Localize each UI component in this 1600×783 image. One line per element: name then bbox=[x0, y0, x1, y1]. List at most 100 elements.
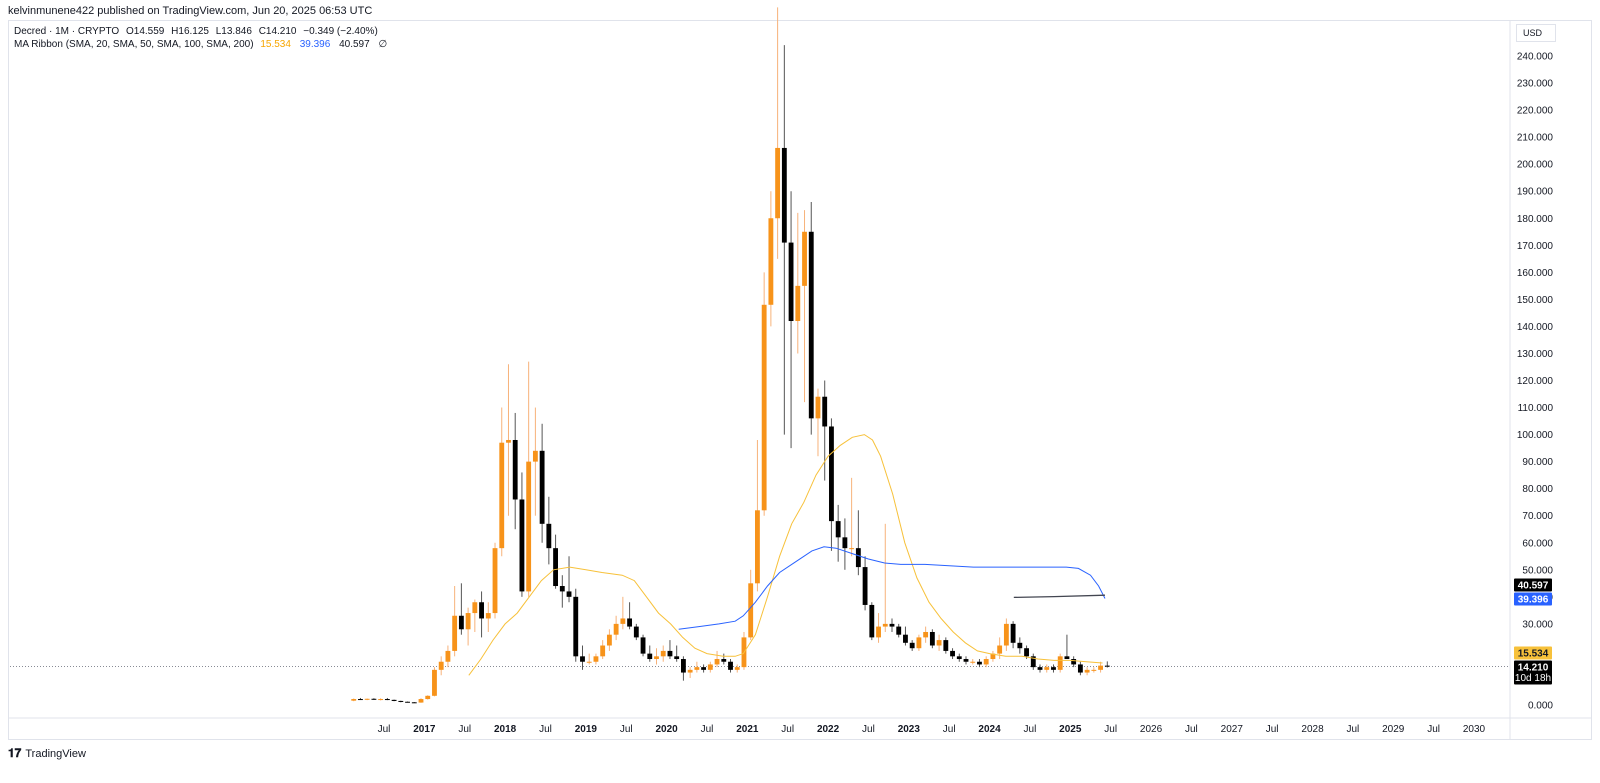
high-value: H16.125 bbox=[171, 26, 209, 37]
open-value: O14.559 bbox=[126, 26, 165, 37]
candle-body bbox=[485, 613, 491, 619]
tradingview-logo[interactable]: 𝟏𝟕 TradingView bbox=[8, 746, 86, 761]
x-tick-label: Jul bbox=[1185, 724, 1198, 735]
ma3-value: 40.597 bbox=[339, 39, 370, 50]
candle-body bbox=[970, 661, 976, 663]
candle-body bbox=[405, 701, 410, 703]
candle-body bbox=[694, 667, 700, 670]
x-tick-label: Jul bbox=[539, 724, 552, 735]
y-tick-label: 240.000 bbox=[1517, 52, 1554, 63]
candle-body bbox=[371, 698, 377, 700]
candle-body bbox=[492, 548, 498, 614]
candle-body bbox=[876, 626, 881, 638]
x-tick-label: 2017 bbox=[413, 724, 436, 735]
candle-body bbox=[768, 218, 774, 305]
candle-body bbox=[950, 650, 955, 657]
candle-body bbox=[418, 699, 424, 703]
change-value: −0.349 (−2.40%) bbox=[303, 26, 378, 37]
ma1-value: 15.534 bbox=[260, 39, 291, 50]
y-tick-label: 130.000 bbox=[1517, 349, 1554, 360]
x-tick-label: 2024 bbox=[978, 724, 1001, 735]
candle-body bbox=[728, 661, 733, 670]
candle-body bbox=[781, 147, 787, 243]
candle-body bbox=[378, 699, 384, 701]
candle-body bbox=[815, 396, 821, 419]
candle-body bbox=[539, 450, 545, 524]
y-tick-label: 30.000 bbox=[1522, 619, 1553, 630]
x-tick-label: 2023 bbox=[898, 724, 921, 735]
x-tick-label: Jul bbox=[378, 724, 391, 735]
y-tick-label: 160.000 bbox=[1517, 268, 1554, 279]
candle-body bbox=[613, 623, 619, 635]
candle-body bbox=[1010, 623, 1016, 643]
candle-body bbox=[721, 659, 727, 662]
published-by: kelvinmunene422 published on TradingView… bbox=[8, 5, 373, 17]
symbol-legend: Decred · 1M · CRYPTO O14.559 H16.125 L13… bbox=[14, 26, 382, 37]
currency-button[interactable]: USD bbox=[1516, 24, 1556, 42]
x-tick-label: Jul bbox=[862, 724, 875, 735]
candle-body bbox=[364, 698, 370, 700]
candle-body bbox=[855, 548, 861, 568]
candle-body bbox=[701, 667, 707, 670]
x-tick-label: 2025 bbox=[1059, 724, 1082, 735]
candle-body bbox=[660, 650, 666, 657]
candle-body bbox=[391, 699, 397, 701]
candle-body bbox=[997, 645, 1003, 654]
candle-body bbox=[1091, 669, 1097, 671]
candle-body bbox=[1030, 656, 1036, 668]
price-badge bbox=[1514, 646, 1552, 660]
x-tick-label: Jul bbox=[1266, 724, 1279, 735]
y-tick-label: 50.000 bbox=[1522, 565, 1553, 576]
candle-body bbox=[1071, 659, 1077, 665]
candle-body bbox=[1037, 667, 1043, 670]
candle-body bbox=[1077, 664, 1083, 673]
candle-body bbox=[1098, 665, 1103, 670]
candle-body bbox=[506, 439, 511, 443]
candle-body bbox=[432, 669, 437, 696]
candle-body bbox=[707, 664, 713, 670]
candle-body bbox=[990, 653, 996, 660]
candle-body bbox=[1003, 623, 1009, 646]
candle-body bbox=[842, 537, 848, 549]
candle-body bbox=[903, 634, 908, 643]
candle-body bbox=[452, 615, 458, 651]
x-tick-label: Jul bbox=[620, 724, 633, 735]
ma4-value: ∅ bbox=[378, 39, 388, 50]
candle-body bbox=[680, 659, 686, 673]
low-value: L13.846 bbox=[215, 26, 252, 37]
candle-body bbox=[788, 242, 794, 322]
candle-body bbox=[1044, 667, 1050, 670]
symbol-label: Decred · 1M · CRYPTO bbox=[14, 26, 120, 37]
price-badge-label: 14.210 bbox=[1518, 663, 1549, 674]
indicator-legend: MA Ribbon (SMA, 20, SMA, 50, SMA, 100, S… bbox=[14, 39, 393, 50]
y-tick-label: 140.000 bbox=[1517, 322, 1554, 333]
close-value: C14.210 bbox=[258, 26, 297, 37]
candle-body bbox=[472, 602, 478, 614]
candle-body bbox=[714, 659, 720, 665]
candle-body bbox=[445, 650, 451, 662]
candle-body bbox=[909, 642, 915, 649]
candle-body bbox=[586, 661, 592, 663]
candle-body bbox=[358, 699, 363, 701]
candle-body bbox=[546, 523, 552, 549]
y-tick-label: 70.000 bbox=[1522, 511, 1553, 522]
price-badge bbox=[1514, 660, 1552, 685]
candle-body bbox=[438, 661, 444, 670]
y-tick-label: 80.000 bbox=[1522, 484, 1553, 495]
candle-body bbox=[519, 499, 525, 592]
y-tick-label: 170.000 bbox=[1517, 241, 1554, 252]
price-badge bbox=[1514, 592, 1552, 606]
candle-body bbox=[822, 396, 828, 427]
candle-body bbox=[849, 548, 855, 550]
candle-body bbox=[1024, 648, 1029, 657]
candle-body bbox=[674, 656, 680, 660]
candle-body bbox=[573, 596, 579, 657]
price-badge-label: 15.534 bbox=[1518, 649, 1549, 660]
candle-body bbox=[633, 626, 639, 638]
candle-body bbox=[606, 634, 612, 646]
y-tick-label: 190.000 bbox=[1517, 187, 1554, 198]
candle-body bbox=[1051, 667, 1056, 670]
candle-body bbox=[734, 667, 740, 670]
x-tick-label: Jul bbox=[943, 724, 956, 735]
